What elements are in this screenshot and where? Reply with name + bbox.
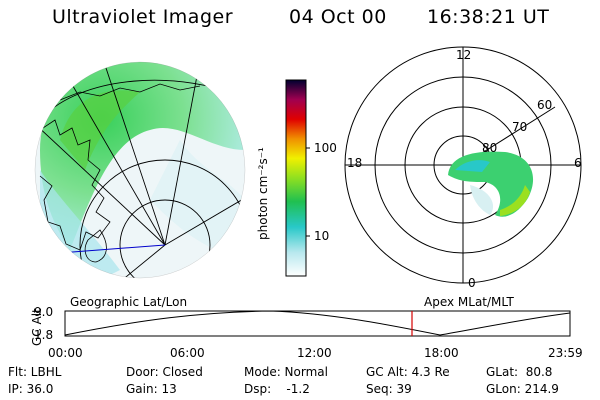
colorbar-tick-100: 100 xyxy=(314,141,337,155)
mlt-label-0: 0 xyxy=(468,276,476,290)
geographic-image xyxy=(35,62,245,278)
lat-label-80: 80 xyxy=(482,141,498,155)
geo-caption: Geographic Lat/Lon xyxy=(70,295,188,309)
info-seq: Seq: 39 xyxy=(366,382,412,396)
info-door: Door: Closed xyxy=(126,365,203,379)
colorbar-tick-10: 10 xyxy=(314,229,330,243)
xtick-1800: 18:00 xyxy=(424,346,459,360)
info-dsp: Dsp: -1.2 xyxy=(244,382,310,396)
ytick-9: 9.0 xyxy=(34,305,54,319)
info-filter: Flt: LBHL xyxy=(8,365,62,379)
colorbar xyxy=(285,79,307,277)
mlt-label-6: 6 xyxy=(574,156,582,170)
info-glat: GLat: 80.8 xyxy=(486,365,553,379)
xtick-2359: 23:59 xyxy=(548,346,583,360)
colorbar-unit-label: photon cm⁻²s⁻¹ xyxy=(256,147,270,240)
ytick-1-8: 1.8 xyxy=(34,328,54,342)
mlt-label-12: 12 xyxy=(456,48,472,62)
info-mode: Mode: Normal xyxy=(244,365,328,379)
info-glon: GLon: 214.9 xyxy=(486,382,559,396)
timeline-plot xyxy=(64,310,571,337)
mlt-label-18: 18 xyxy=(347,156,363,170)
info-ip: IP: 36.0 xyxy=(8,382,54,396)
lat-label-60: 60 xyxy=(537,98,553,112)
xtick-0000: 00:00 xyxy=(48,346,83,360)
info-gain: Gain: 13 xyxy=(126,382,177,396)
xtick-1200: 12:00 xyxy=(297,346,332,360)
polar-aurora xyxy=(448,151,534,217)
lat-label-70: 70 xyxy=(512,120,528,134)
app-title: Ultraviolet Imager xyxy=(52,6,234,28)
date-label: 04 Oct 00 xyxy=(289,6,387,28)
xtick-0600: 06:00 xyxy=(170,346,205,360)
info-gc-alt: GC Alt: 4.3 Re xyxy=(366,365,450,379)
time-label: 16:38:21 UT xyxy=(427,6,550,28)
apex-caption: Apex MLat/MLT xyxy=(424,295,514,309)
